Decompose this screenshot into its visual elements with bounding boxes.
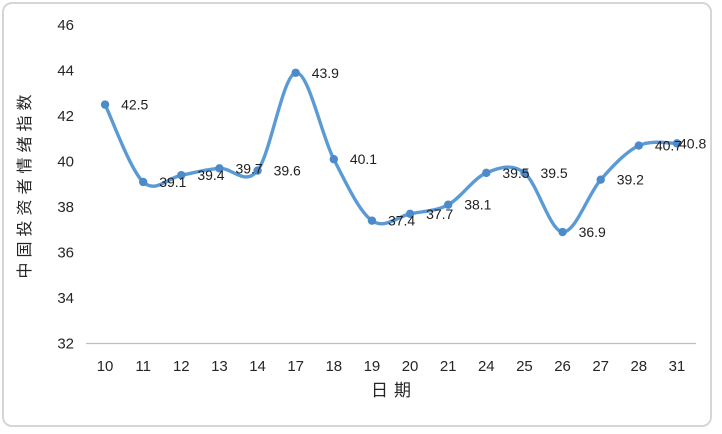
x-axis-tick-label: 14 — [249, 358, 266, 375]
series-markers — [100, 68, 682, 237]
x-axis-tick-label: 11 — [135, 358, 151, 375]
data-point-marker — [138, 177, 148, 187]
data-point-marker — [291, 68, 300, 77]
data-label: 39.4 — [197, 167, 224, 183]
y-axis-tick-label: 42 — [57, 108, 74, 125]
data-label: 38.1 — [464, 197, 491, 213]
data-label: 39.6 — [274, 163, 301, 179]
data-point-marker — [482, 168, 491, 178]
x-axis-tick-label: 28 — [630, 358, 647, 375]
y-axis-tick-label: 38 — [57, 199, 74, 216]
y-axis-tick-label: 32 — [57, 336, 74, 353]
x-axis-tick-label: 27 — [592, 358, 609, 375]
data-label: 39.1 — [159, 174, 186, 190]
data-point-marker — [177, 170, 186, 180]
data-point-marker — [253, 166, 262, 175]
data-label: 43.9 — [312, 65, 339, 81]
data-point-marker — [596, 175, 605, 184]
series-line — [103, 71, 679, 234]
x-axis-tick-label: 25 — [516, 358, 533, 375]
chart-frame — [2, 2, 712, 427]
data-point-marker — [520, 168, 529, 178]
data-point-marker — [215, 164, 224, 173]
data-point-marker — [672, 139, 682, 148]
data-label: 40.7 — [655, 138, 682, 154]
data-label: 40.1 — [350, 151, 377, 167]
data-label: 39.7 — [235, 160, 262, 176]
x-axis-tick-label: 12 — [173, 358, 190, 375]
data-point-marker — [329, 155, 339, 164]
data-label: 37.4 — [388, 213, 415, 229]
data-label: 42.5 — [121, 97, 148, 113]
y-axis-tick-label: 36 — [57, 245, 74, 262]
x-axis-tick-label: 13 — [211, 358, 228, 375]
data-label: 39.5 — [502, 165, 529, 181]
data-label: 36.9 — [579, 224, 606, 240]
x-axis-tick-label: 10 — [97, 358, 114, 375]
y-axis-title: 中国投资者情绪指数 — [16, 89, 34, 278]
y-axis-tick-label: 44 — [57, 63, 74, 80]
x-axis-tick-label: 17 — [287, 358, 304, 375]
data-label: 40.8 — [679, 135, 706, 151]
x-axis-tick-label: 19 — [364, 358, 381, 375]
x-axis-tick-label: 31 — [669, 358, 686, 375]
x-axis-tick-label: 21 — [440, 358, 457, 375]
data-point-marker — [443, 200, 453, 209]
data-label: 37.7 — [426, 206, 453, 222]
x-axis-tick-label: 18 — [325, 358, 342, 375]
x-axis-tick-labels: 10 11 12 13 14 17 18 19 20 21 24 25 26 27 28 31 — [97, 358, 686, 375]
data-point-marker — [367, 216, 377, 225]
x-axis-tick-label: 26 — [554, 358, 571, 375]
x-axis-tick-label: 24 — [478, 358, 495, 375]
data-label: 39.5 — [540, 165, 567, 181]
y-axis-tick-labels: 46 44 42 40 38 36 34 32 — [57, 17, 74, 353]
y-axis-tick-label: 46 — [57, 17, 74, 34]
x-axis-title: 日期 — [371, 381, 417, 400]
data-point-marker — [558, 227, 567, 237]
x-axis-tick-label: 20 — [402, 358, 419, 375]
y-axis-tick-label: 40 — [57, 154, 74, 171]
series-data-labels: 42.5 39.1 39.4 39.7 39.6 43.9 40.1 37.4 37.7 38.1… — [121, 65, 706, 240]
data-point-marker — [405, 209, 415, 219]
data-point-marker — [634, 141, 644, 150]
data-label: 39.2 — [617, 172, 644, 188]
data-point-marker — [100, 100, 110, 109]
y-axis-tick-label: 34 — [57, 290, 74, 307]
